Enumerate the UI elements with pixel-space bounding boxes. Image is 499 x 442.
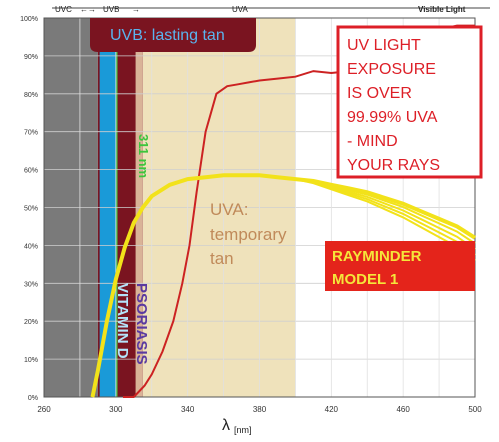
y-tick-label: 80% bbox=[24, 92, 38, 99]
y-tick-label: 70% bbox=[24, 130, 38, 137]
svg-text:→: → bbox=[132, 5, 140, 14]
uvb-lasting-tan-label: UVB: lasting tan bbox=[110, 27, 225, 44]
y-tick-label: 40% bbox=[24, 243, 38, 250]
uv-warning-line2: EXPOSURE bbox=[347, 61, 436, 78]
rayminder-line1: RAYMINDER bbox=[332, 248, 422, 265]
y-tick-label: 90% bbox=[24, 54, 38, 61]
ruler-visible-light-label: Visible Light bbox=[418, 5, 466, 14]
plot-frame bbox=[43, 17, 476, 398]
y-tick-label: 0% bbox=[28, 395, 38, 402]
x-tick-label: 380 bbox=[253, 405, 267, 414]
uv-warning-line5: - MIND bbox=[347, 133, 398, 150]
top-wavelength-ruler: UVC ←→ UVB → UVA Visible Light bbox=[52, 5, 490, 14]
x-tick-label: 460 bbox=[396, 405, 410, 414]
y-tick-label: 100% bbox=[20, 16, 38, 23]
y-tick-label: 60% bbox=[24, 168, 38, 175]
uva-temporary-tan-line1: UVA: bbox=[210, 200, 248, 219]
vitamin-d-label: VITAMIN D bbox=[114, 283, 131, 359]
uv-warning-line3: IS OVER bbox=[347, 85, 412, 102]
x-tick-label: 340 bbox=[181, 405, 195, 414]
x-tick-label: 500 bbox=[468, 405, 482, 414]
uva-temporary-tan-line2: temporary bbox=[210, 225, 287, 244]
y-tick-labels: 0% 10% 20% 30% 40% 50% 60% 70% 80% 90% 100% bbox=[20, 16, 38, 402]
y-tick-label: 10% bbox=[24, 357, 38, 364]
psoriasis-label: PSORIASIS bbox=[133, 283, 150, 365]
y-tick-label: 30% bbox=[24, 281, 38, 288]
x-axis-label: λ bbox=[222, 417, 230, 434]
yellow-response-curve bbox=[91, 174, 476, 398]
y-tick-label: 20% bbox=[24, 319, 38, 326]
uv-warning-line1: UV LIGHT bbox=[347, 37, 421, 54]
x-axis-unit: [nm] bbox=[234, 425, 252, 435]
ruler-uvb-label: UVB bbox=[103, 5, 119, 14]
x-tick-labels: 260 300 340 380 420 460 500 bbox=[37, 405, 482, 414]
svg-text:←→: ←→ bbox=[80, 5, 96, 14]
x-tick-label: 420 bbox=[325, 405, 339, 414]
uva-temporary-tan-line3: tan bbox=[210, 249, 234, 268]
x-tick-label: 260 bbox=[37, 405, 51, 414]
rayminder-box bbox=[325, 241, 475, 291]
311nm-label: 311 nm bbox=[136, 134, 151, 178]
y-tick-label: 50% bbox=[24, 206, 38, 213]
yellow-curve-group bbox=[90, 173, 477, 398]
uv-warning-box bbox=[336, 25, 483, 179]
x-tick-label: 300 bbox=[109, 405, 123, 414]
uvb-banner bbox=[90, 18, 256, 52]
uv-warning-line6: YOUR RAYS bbox=[347, 157, 440, 174]
rayminder-line2: MODEL 1 bbox=[332, 271, 398, 288]
uv-warning-line4: 99.99% UVA bbox=[347, 109, 438, 126]
ruler-uva-label: UVA bbox=[232, 5, 249, 14]
ruler-uvc-label: UVC bbox=[55, 5, 72, 14]
